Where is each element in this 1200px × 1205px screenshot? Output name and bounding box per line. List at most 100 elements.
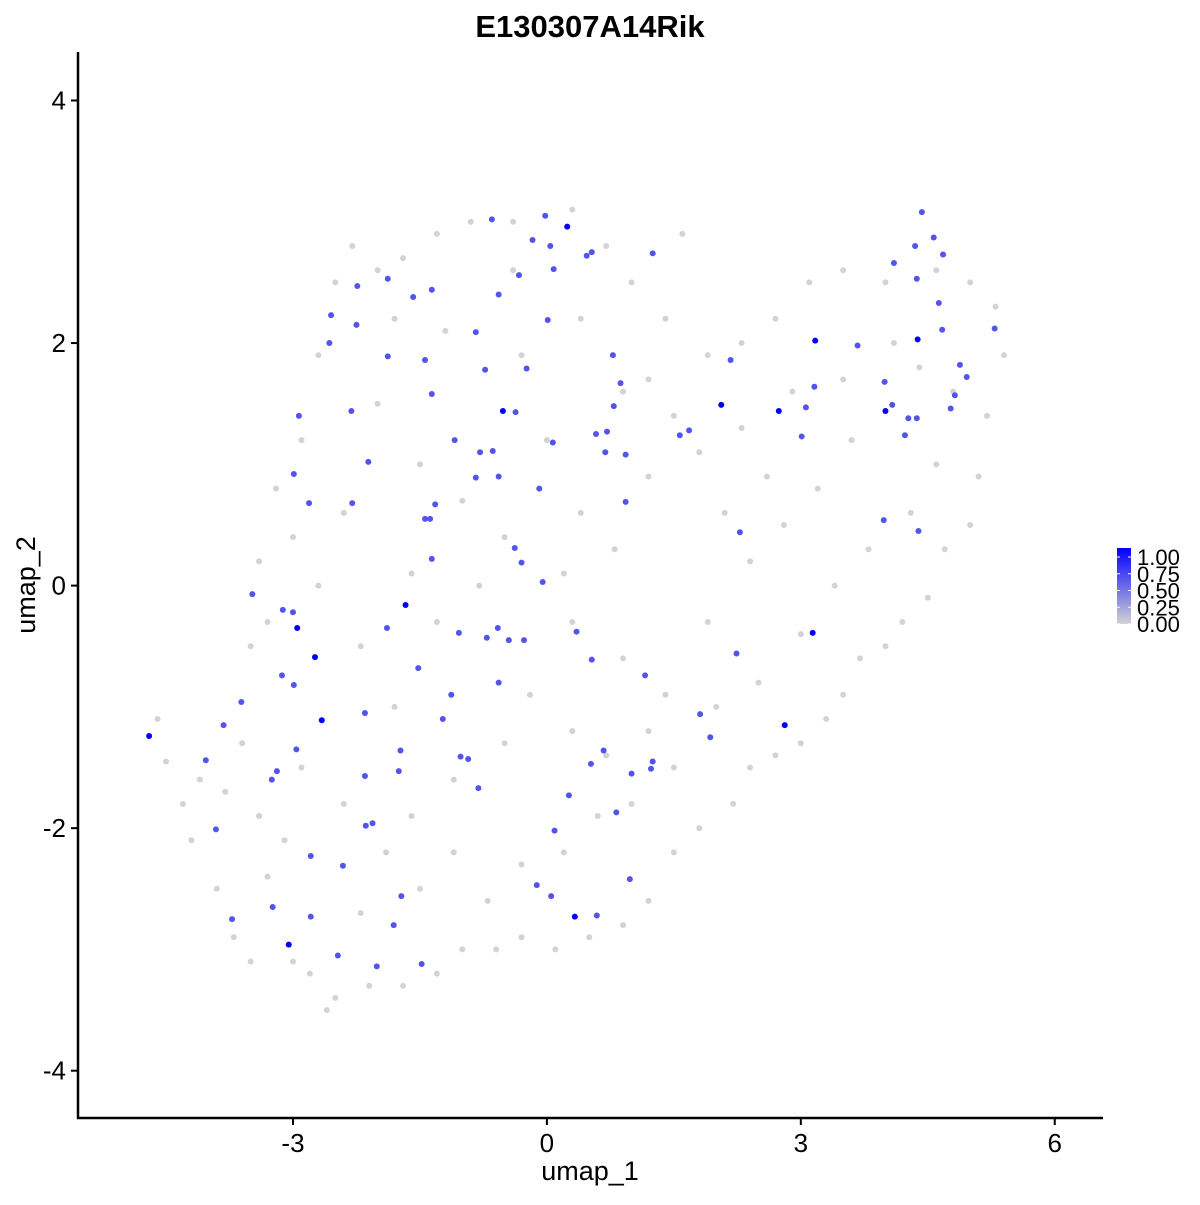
point: [422, 515, 429, 522]
point: [543, 437, 550, 444]
point: [408, 813, 415, 820]
point: [247, 643, 254, 650]
point: [365, 458, 372, 465]
point: [328, 312, 335, 319]
point: [763, 473, 770, 480]
y-tick-label: 0: [52, 571, 66, 601]
point: [797, 631, 804, 638]
point: [603, 243, 610, 250]
point: [374, 267, 381, 274]
point: [915, 528, 922, 535]
point: [273, 485, 280, 492]
point: [697, 711, 704, 718]
point: [696, 825, 703, 832]
point: [587, 760, 594, 767]
point: [285, 941, 292, 948]
point: [390, 922, 397, 929]
point: [747, 764, 754, 771]
point: [565, 792, 572, 799]
point: [586, 934, 593, 941]
point: [427, 515, 434, 522]
point: [733, 650, 740, 657]
point: [229, 916, 236, 923]
point: [854, 342, 861, 349]
point: [489, 447, 496, 454]
point: [472, 474, 479, 481]
point: [620, 922, 627, 929]
point: [373, 963, 380, 970]
point: [662, 691, 669, 698]
point: [357, 910, 364, 917]
colorbar-label: 0.00: [1137, 612, 1180, 637]
point: [289, 609, 296, 616]
point: [704, 352, 711, 359]
point: [505, 637, 512, 644]
point: [323, 1007, 330, 1014]
point: [230, 934, 237, 941]
point: [428, 555, 435, 562]
point: [457, 753, 464, 760]
point: [196, 776, 203, 783]
point: [939, 326, 946, 333]
point: [645, 728, 652, 735]
point: [273, 768, 280, 775]
point: [510, 218, 517, 225]
point: [222, 788, 229, 795]
point: [179, 800, 186, 807]
point: [588, 249, 595, 256]
point: [806, 279, 813, 286]
point: [831, 582, 838, 589]
point: [947, 405, 954, 412]
point: [780, 521, 787, 528]
point: [840, 267, 847, 274]
point: [536, 485, 543, 492]
point: [416, 885, 423, 892]
point: [493, 946, 500, 953]
point: [290, 682, 297, 689]
point: [533, 882, 540, 889]
point: [620, 388, 627, 395]
point: [450, 849, 457, 856]
point: [348, 407, 355, 414]
point: [649, 250, 656, 257]
point: [332, 994, 339, 1001]
point: [400, 255, 407, 262]
point: [730, 800, 737, 807]
point: [573, 628, 580, 635]
point: [603, 752, 610, 759]
point: [279, 606, 286, 613]
x-tick-label: -3: [281, 1128, 304, 1158]
point: [721, 509, 728, 516]
point: [354, 283, 361, 290]
point: [415, 665, 422, 672]
point: [550, 266, 557, 273]
point: [442, 327, 449, 334]
point: [397, 747, 404, 754]
y-tick-label: -4: [43, 1056, 66, 1086]
colorbar-label: 1.00: [1137, 545, 1180, 570]
point: [916, 364, 923, 371]
point: [289, 534, 296, 541]
point: [433, 618, 440, 625]
point: [247, 958, 254, 965]
point: [384, 353, 391, 360]
point: [311, 654, 318, 661]
point: [306, 500, 313, 507]
point: [433, 230, 440, 237]
point: [882, 279, 889, 286]
point: [202, 757, 209, 764]
chart-title: E130307A14Rik: [475, 9, 705, 44]
point: [526, 691, 533, 698]
point: [551, 827, 558, 834]
point: [298, 437, 305, 444]
point: [798, 433, 805, 440]
point: [357, 643, 364, 650]
point: [738, 340, 745, 347]
point: [588, 656, 595, 663]
point: [383, 849, 390, 856]
point: [295, 412, 302, 419]
point: [384, 275, 391, 282]
point: [648, 765, 655, 772]
point: [811, 383, 818, 390]
point: [645, 376, 652, 383]
